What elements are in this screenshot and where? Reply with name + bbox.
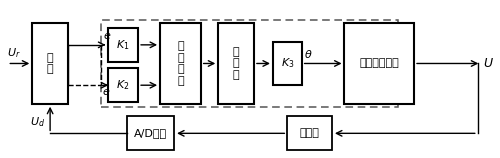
Bar bbox=[273, 42, 302, 85]
Text: 模
糊
推
理: 模 糊 推 理 bbox=[177, 41, 184, 86]
Text: U: U bbox=[484, 57, 493, 70]
Text: $K_2$: $K_2$ bbox=[116, 78, 130, 92]
Bar bbox=[127, 116, 174, 150]
Text: 蓄电池: 蓄电池 bbox=[300, 128, 320, 138]
Bar bbox=[288, 116, 332, 150]
Text: $K_1$: $K_1$ bbox=[116, 38, 130, 52]
Text: $\dot{e}$: $\dot{e}$ bbox=[102, 85, 110, 98]
Bar bbox=[108, 28, 138, 62]
Text: 比
较: 比 较 bbox=[47, 53, 54, 74]
Text: $U_d$: $U_d$ bbox=[30, 115, 45, 129]
Text: $e$: $e$ bbox=[104, 30, 112, 41]
Text: A/D转换: A/D转换 bbox=[134, 128, 167, 138]
Bar bbox=[108, 68, 138, 102]
Bar bbox=[160, 23, 201, 104]
Bar bbox=[218, 23, 254, 104]
Text: $K_3$: $K_3$ bbox=[280, 57, 294, 70]
Text: $\theta$: $\theta$ bbox=[304, 48, 313, 60]
Bar bbox=[101, 20, 398, 107]
Text: 清
晰
化: 清 晰 化 bbox=[233, 47, 239, 80]
Bar bbox=[32, 23, 68, 104]
Bar bbox=[344, 23, 414, 104]
Text: $U_r$: $U_r$ bbox=[8, 46, 21, 60]
Text: 移相控制输出: 移相控制输出 bbox=[360, 58, 399, 68]
